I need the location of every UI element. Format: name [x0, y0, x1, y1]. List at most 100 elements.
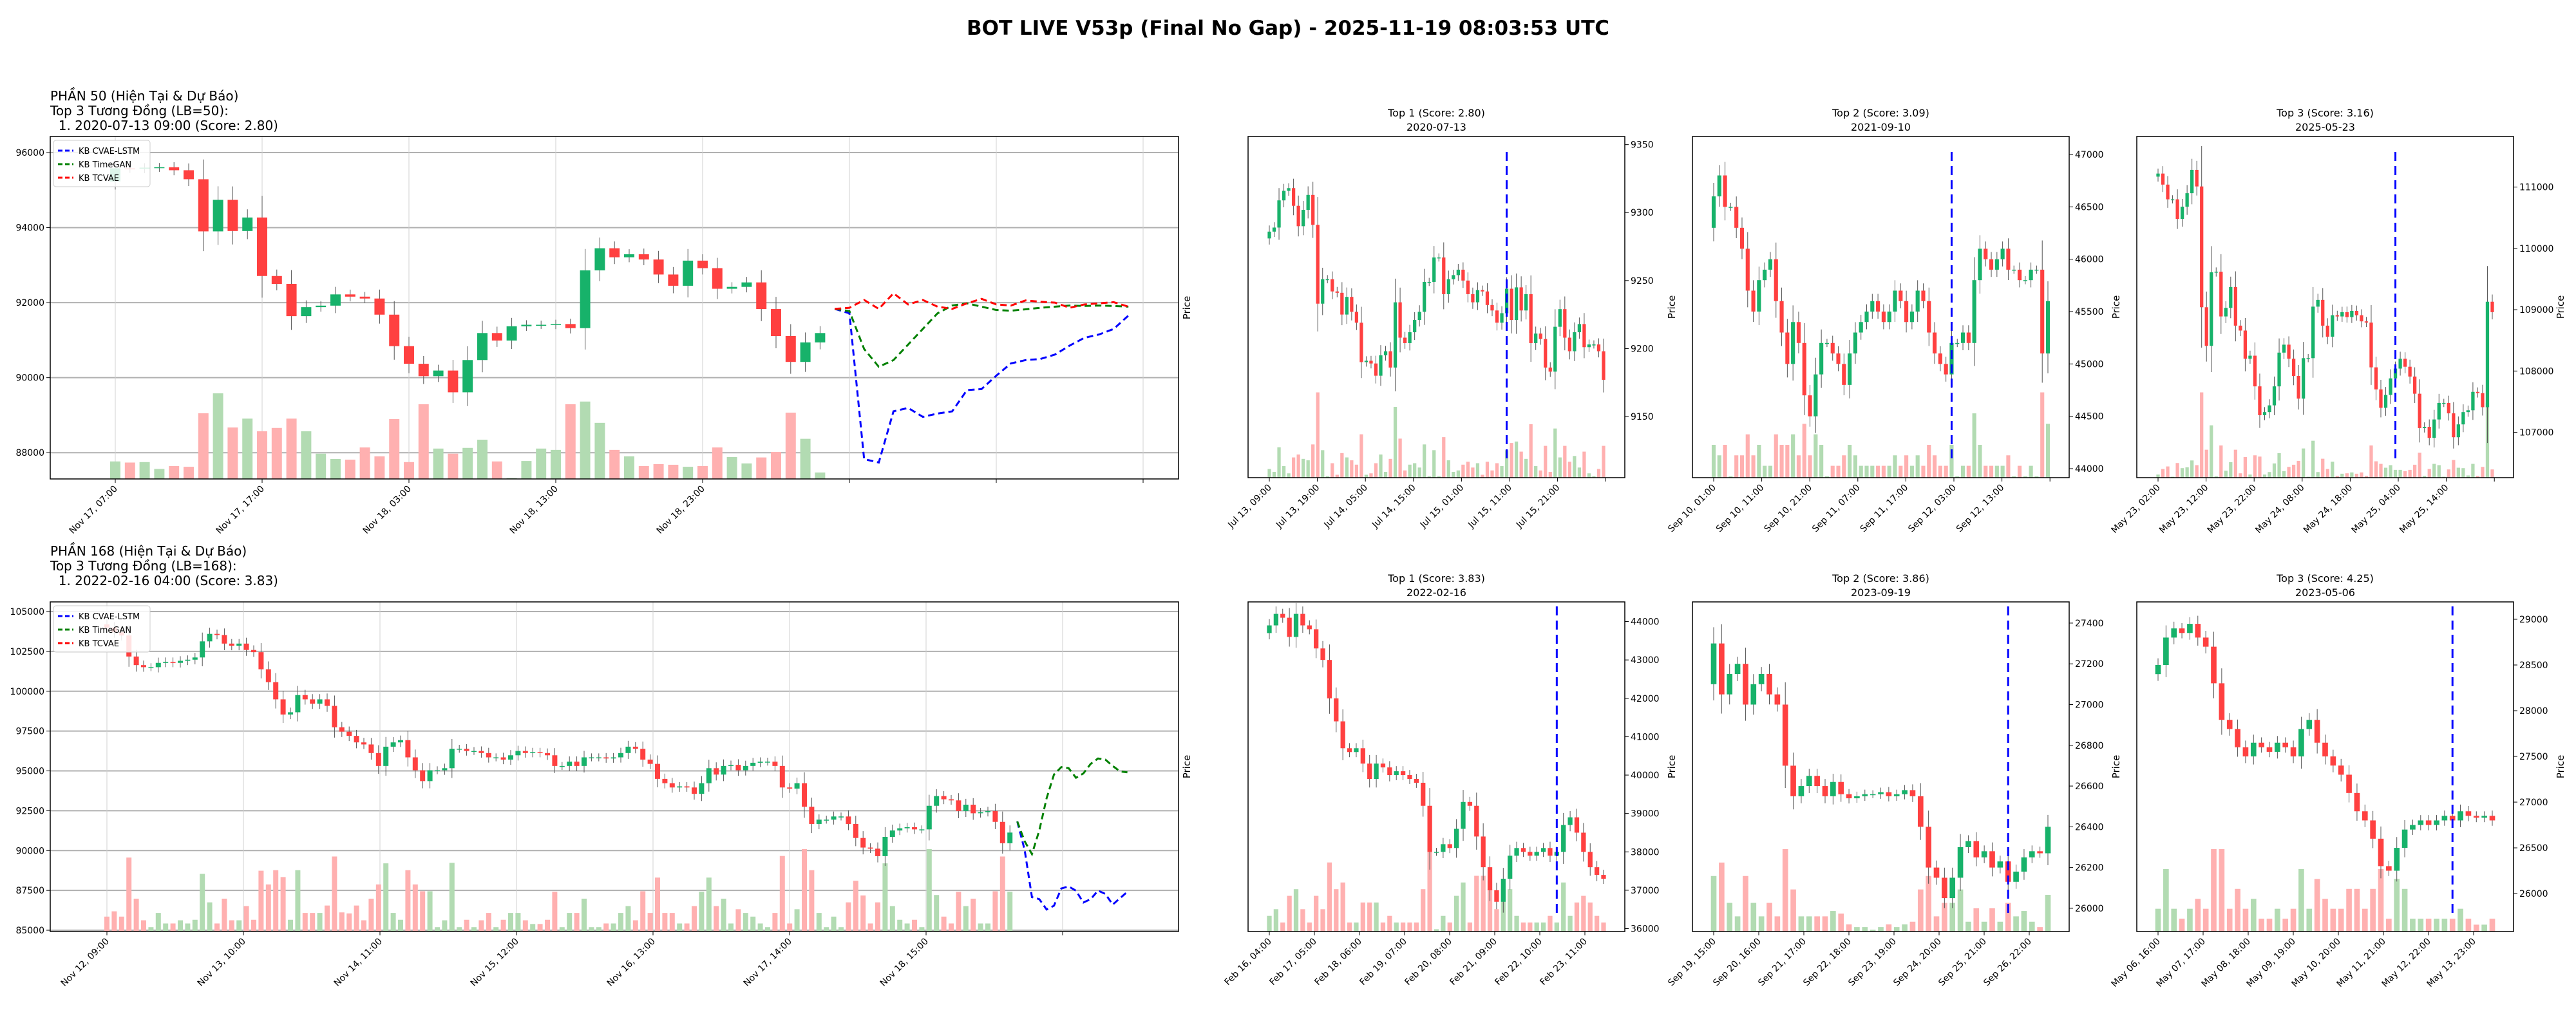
volume-bar	[867, 923, 873, 932]
volume-bar	[537, 924, 543, 932]
candle-body	[867, 847, 873, 849]
candle-body	[772, 762, 778, 766]
candle-body	[787, 787, 793, 789]
y-tick-label: 87500	[15, 886, 44, 896]
volume-bar	[1864, 465, 1869, 478]
candle-body	[1432, 257, 1436, 282]
volume-bar	[2418, 453, 2421, 478]
y-axis-label: Price	[1666, 295, 1678, 319]
volume-bar	[1544, 445, 1548, 478]
candle-body	[756, 282, 767, 310]
x-tick-label: May 24, 08:00	[2253, 483, 2306, 536]
volume-bar	[2401, 888, 2408, 932]
candle-body	[1528, 852, 1533, 856]
candle-body	[1574, 817, 1580, 833]
candle-body	[1452, 275, 1455, 279]
y-tick-label: 28500	[2519, 660, 2548, 671]
volume-bar	[2386, 919, 2392, 932]
candle-body	[1989, 259, 1994, 270]
candle-body	[2370, 820, 2376, 839]
candle-body	[1830, 342, 1835, 354]
candle-body	[1758, 674, 1765, 684]
candle-body	[638, 254, 649, 260]
volume-bar	[1421, 889, 1426, 932]
volume-bar	[1965, 921, 1971, 932]
candle-body	[265, 669, 271, 682]
volume-bar	[1321, 450, 1325, 478]
candle-body	[2235, 729, 2240, 747]
volume-bar	[741, 463, 752, 479]
y-axis-label: Price	[1181, 296, 1193, 320]
volume-bar	[1485, 462, 1490, 478]
volume-bar	[1758, 916, 1765, 932]
candle-body	[559, 765, 565, 767]
candle-body	[1307, 625, 1312, 630]
candle-body	[368, 744, 374, 753]
candle-body	[1296, 205, 1300, 227]
candle-body	[133, 656, 139, 666]
volume-bar	[1408, 464, 1412, 478]
volume-bar	[2452, 460, 2456, 478]
y-tick-label: 27000	[2075, 700, 2104, 710]
match-chart-title: Top 3 (Score: 4.25) 2023-05-06	[2137, 572, 2514, 600]
volume-bar	[1887, 465, 1891, 478]
candle-body	[2211, 646, 2217, 684]
volume-bar	[2476, 476, 2480, 478]
volume-bar	[2000, 465, 2005, 478]
candle-body	[1354, 312, 1359, 323]
candle-body	[2418, 820, 2424, 825]
candle-body	[1814, 374, 1818, 417]
volume-bar	[934, 895, 940, 932]
candle-body	[1321, 279, 1325, 304]
volume-bar	[1432, 450, 1436, 478]
candle-body	[632, 746, 638, 749]
y-tick-label: 28000	[2519, 706, 2548, 716]
chart-panel-4: 85000 87500 90000 92500 95000 97500 100000 1025…	[10, 601, 1193, 989]
volume-bar	[815, 473, 826, 479]
candle-body	[1408, 332, 1412, 343]
volume-bar	[412, 884, 418, 932]
candle-body	[508, 755, 513, 760]
x-tick-label: Nov 16, 13:00	[605, 937, 658, 989]
volume-bar	[1393, 406, 1397, 478]
candle-body	[1461, 269, 1465, 281]
candle-body	[271, 276, 282, 284]
candle-body	[728, 765, 734, 766]
volume-bar	[726, 456, 737, 479]
y-tick-label: 44000	[1631, 617, 1660, 628]
legend: KB CVAE-LSTM KB TimeGAN KB TCVAE	[53, 140, 151, 187]
volume-bar	[912, 919, 917, 932]
volume-bar	[1561, 882, 1566, 932]
volume-bar	[2306, 908, 2313, 932]
candle-body	[346, 731, 352, 736]
panel-header-line: 1. 2020-07-13 09:00 (Score: 2.80)	[50, 118, 278, 133]
match-date: 2021-09-10	[1851, 121, 1911, 133]
volume-bar	[2354, 888, 2360, 932]
x-tick-label: Feb 17, 05:00	[1267, 937, 1318, 988]
candle-body	[2242, 747, 2249, 757]
volume-bar	[1280, 922, 1285, 932]
candle-body	[1495, 310, 1499, 323]
candle-body	[846, 816, 851, 824]
volume-bar	[1327, 862, 1332, 932]
volume-bar	[2175, 463, 2179, 478]
candle-body	[2298, 729, 2304, 757]
chart-panel-2: 44000 44500 45000 45500 46000 46500 47000 Price…	[1666, 136, 2122, 534]
candle-body	[148, 667, 154, 668]
y-tick-label: 37000	[1631, 886, 1660, 896]
volume-bar	[1785, 444, 1790, 478]
candle-body	[1723, 175, 1727, 207]
volume-bar	[2461, 468, 2465, 478]
volume-bar	[2330, 908, 2336, 932]
x-tick-label: Nov 18, 23:00	[655, 484, 707, 536]
y-tick-label: 92000	[15, 298, 44, 308]
volume-bar	[491, 461, 502, 479]
candle-body	[310, 699, 316, 704]
candle-body	[1981, 851, 1987, 857]
candle-body	[1314, 629, 1319, 649]
volume-bar	[1909, 465, 1914, 478]
candle-body	[706, 768, 712, 783]
candle-body	[1474, 805, 1479, 837]
volume-bar	[2258, 456, 2262, 478]
candle-body	[2374, 367, 2378, 389]
